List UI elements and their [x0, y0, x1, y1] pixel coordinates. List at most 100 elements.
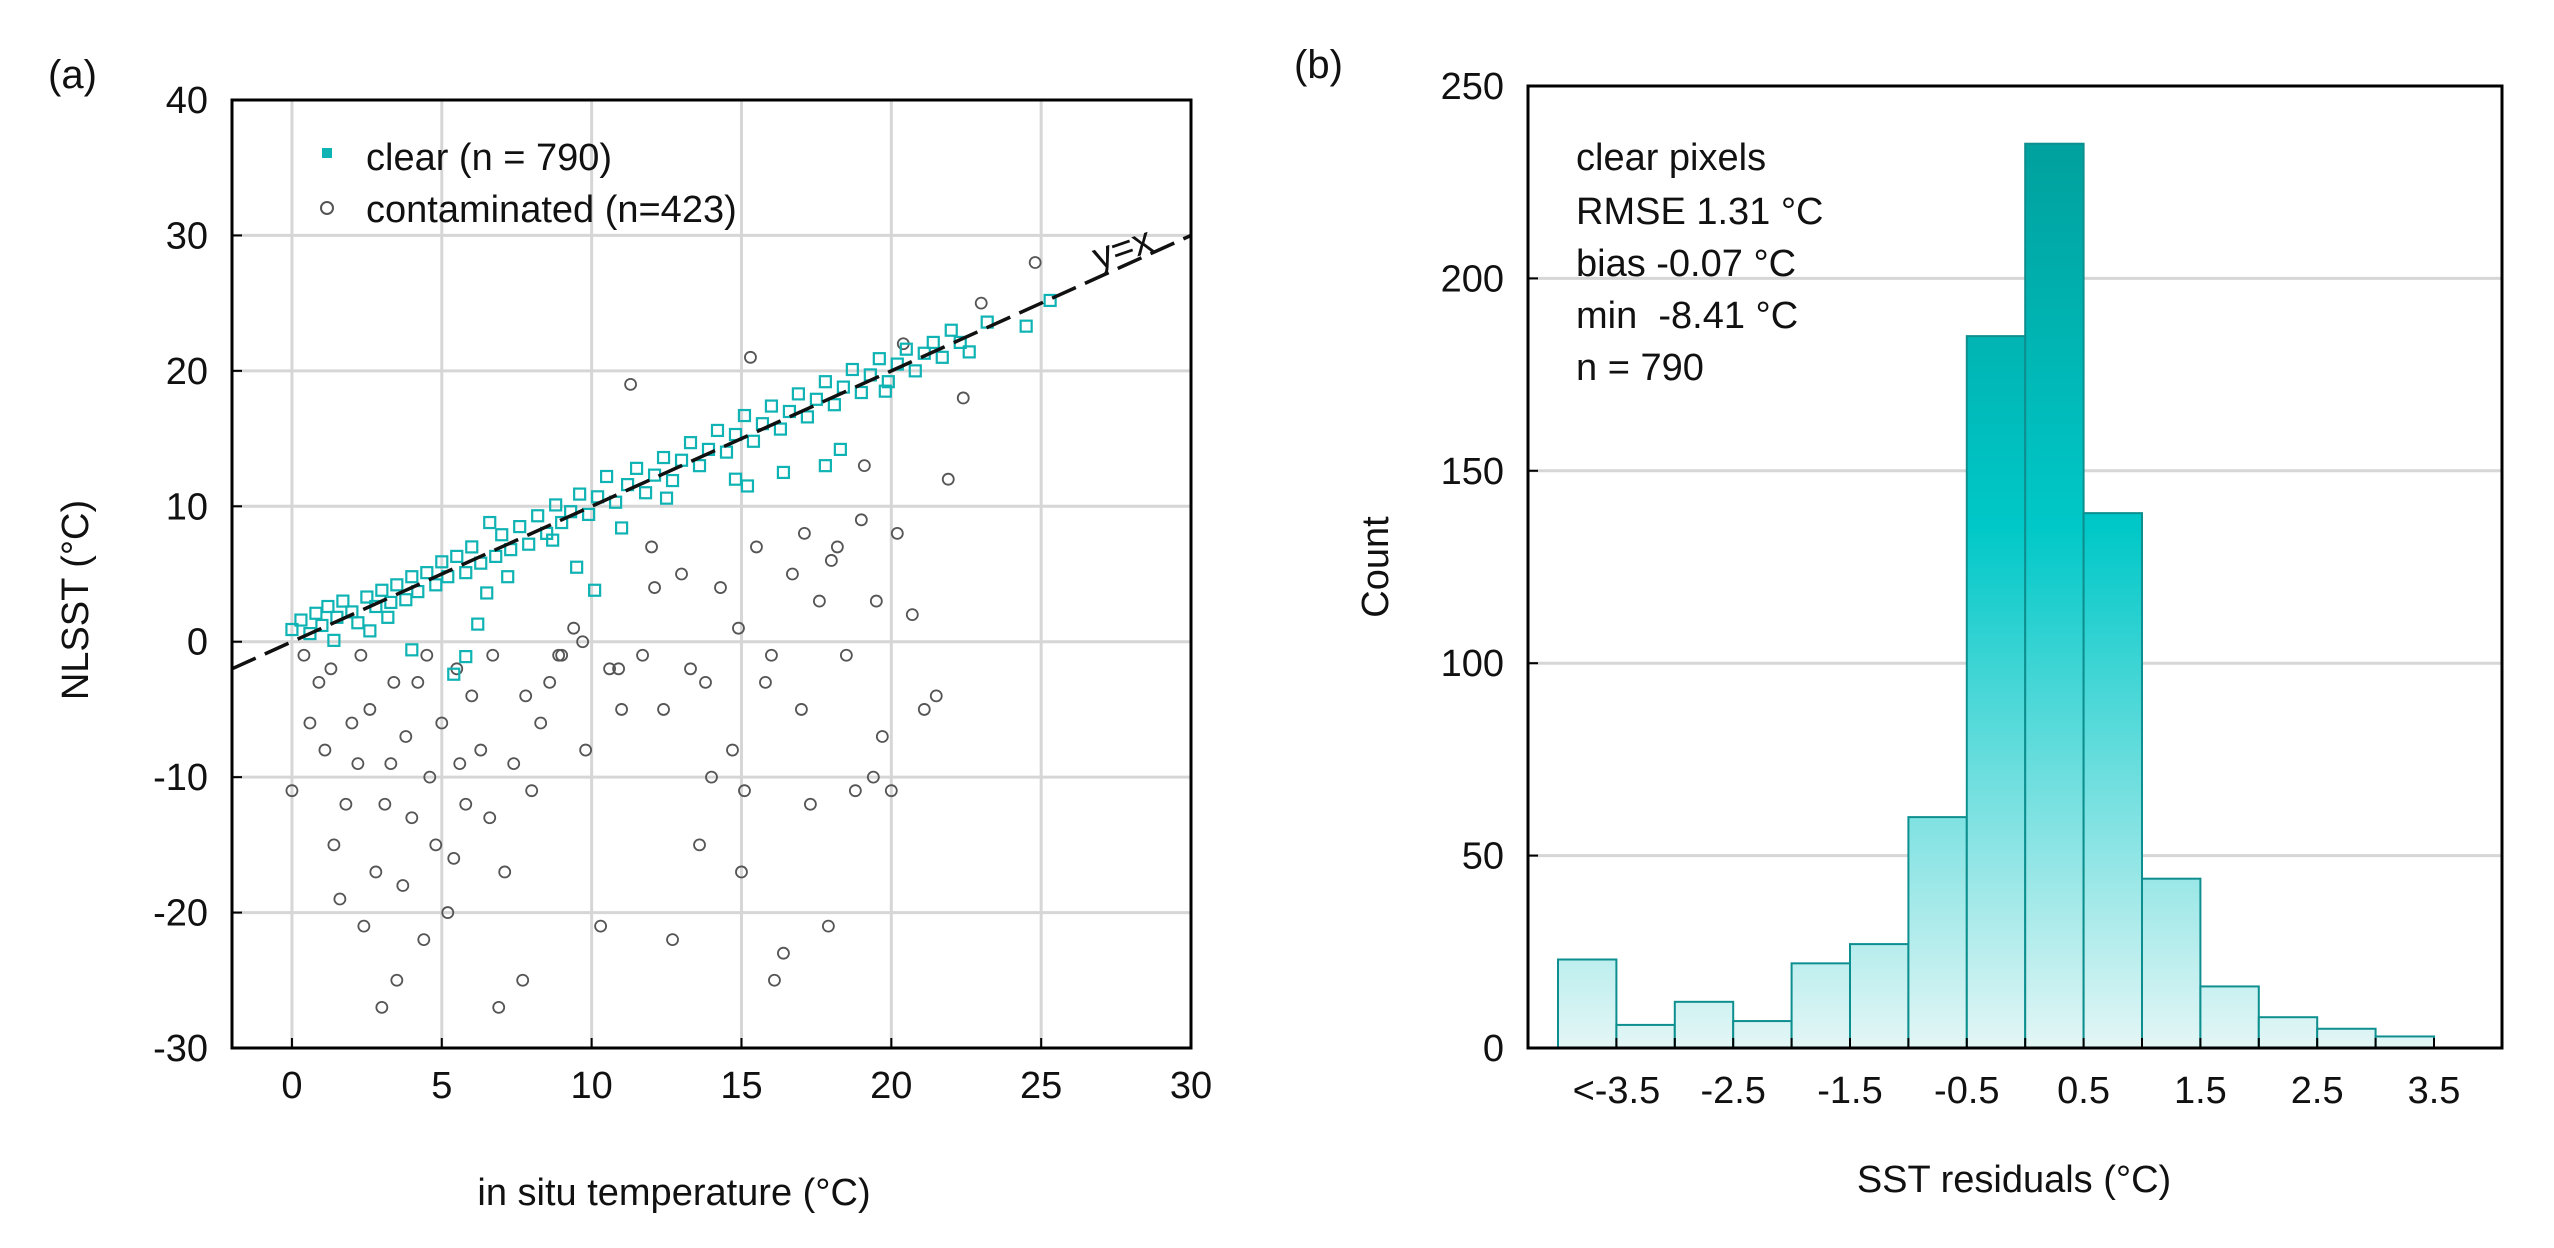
- histogram-bar: [2082, 512, 2144, 1049]
- histogram-bar: [2374, 1035, 2436, 1050]
- contaminated-point: [848, 784, 862, 798]
- contaminated-point: [519, 689, 533, 703]
- clear-points: [285, 293, 1057, 681]
- legend-contaminated-marker: [320, 201, 334, 215]
- contaminated-point: [423, 770, 437, 784]
- clear-point: [465, 540, 479, 554]
- histogram-bar: [1732, 1020, 1793, 1050]
- scatter-y-tick-label: -10: [153, 757, 208, 799]
- contaminated-point: [726, 743, 739, 757]
- contaminated-point: [312, 675, 326, 689]
- clear-point: [827, 398, 841, 412]
- contaminated-point: [768, 973, 781, 987]
- histogram-bars: [1557, 142, 2436, 1050]
- clear-point: [381, 610, 395, 624]
- contaminated-point: [375, 1000, 389, 1014]
- contaminated-point: [956, 391, 970, 405]
- contaminated-point: [777, 946, 790, 960]
- contaminated-point: [357, 919, 371, 933]
- histogram-y-ticks: 0 50 100 150 200 250: [1441, 66, 1538, 1070]
- clear-point: [549, 498, 563, 512]
- contaminated-point: [693, 838, 706, 852]
- clear-point: [450, 549, 464, 563]
- clear-point: [935, 350, 949, 364]
- clear-point: [899, 342, 913, 356]
- scatter-x-tick-label: 30: [1170, 1065, 1212, 1107]
- scatter-y-tick-label: 0: [187, 622, 208, 664]
- contaminated-point: [929, 689, 943, 703]
- contaminated-point: [525, 784, 539, 798]
- clear-point: [881, 375, 895, 389]
- scatter-y-tick-label: 10: [166, 486, 208, 528]
- contaminated-point: [498, 865, 512, 879]
- contaminated-point: [387, 675, 401, 689]
- contaminated-point: [441, 906, 455, 919]
- clear-point: [600, 469, 614, 484]
- clear-point: [420, 566, 434, 580]
- contaminated-point: [384, 757, 398, 770]
- legend-clear-marker: [322, 148, 332, 158]
- contaminated-point: [684, 662, 697, 676]
- clear-point: [399, 593, 413, 607]
- clear-point: [555, 515, 569, 530]
- histogram-x-tick-label: -0.5: [1934, 1070, 1999, 1112]
- contaminated-point: [435, 716, 449, 730]
- clear-point: [818, 375, 832, 389]
- clear-point: [327, 633, 341, 647]
- clear-point: [405, 643, 419, 657]
- clear-point: [659, 491, 674, 505]
- contaminated-point: [285, 784, 299, 798]
- scatter-x-tick-label: 0: [281, 1065, 302, 1107]
- clear-point: [336, 594, 350, 608]
- scatter-y-axis-label: NLSST (°C): [55, 500, 97, 700]
- contaminated-point: [576, 635, 590, 649]
- clear-point: [656, 450, 671, 465]
- contaminated-point: [378, 797, 392, 811]
- contaminated-point: [405, 811, 419, 825]
- clear-point: [573, 487, 587, 501]
- contaminated-point: [354, 648, 368, 662]
- clear-point: [501, 570, 515, 584]
- contaminated-point: [675, 567, 688, 581]
- contaminated-point: [474, 743, 488, 757]
- scatter-gridlines: [232, 100, 1191, 1048]
- histogram-panel: (b) 0 50 100 150 200 250 <-3.5 -2.5 -1.5 -0.5 0.5…: [1294, 43, 2504, 1201]
- contaminated-point: [821, 919, 835, 933]
- contaminated-point: [318, 743, 332, 757]
- clear-point: [629, 461, 644, 475]
- histogram-bar: [2141, 877, 2202, 1049]
- contaminated-point: [339, 797, 353, 811]
- contaminated-point: [615, 703, 628, 716]
- contaminated-point: [735, 865, 748, 879]
- contaminated-point: [396, 879, 410, 892]
- stats-line-bias: bias -0.07 °C: [1576, 243, 1796, 285]
- histogram-plot-frame: [1526, 84, 2504, 1050]
- clear-point: [773, 422, 788, 436]
- clear-point: [480, 586, 494, 600]
- histogram-bar: [1849, 943, 1910, 1049]
- clear-point: [845, 362, 859, 377]
- contaminated-point: [420, 648, 434, 662]
- contaminated-point: [465, 689, 479, 703]
- clear-point: [800, 410, 815, 424]
- clear-point: [375, 583, 389, 597]
- scatter-x-tick-label: 15: [720, 1065, 762, 1107]
- scatter-x-tick-label: 5: [431, 1065, 452, 1107]
- contaminated-point: [714, 581, 727, 594]
- contaminated-point: [363, 703, 377, 716]
- contaminated-point: [750, 540, 763, 554]
- clear-point: [782, 404, 797, 419]
- scatter-y-tick-label: 20: [166, 351, 208, 393]
- contaminated-point: [869, 594, 883, 608]
- contaminated-point: [830, 540, 844, 554]
- contaminated-point: [636, 648, 649, 662]
- histogram-bar: [1615, 1023, 1676, 1049]
- histogram-bar: [2257, 1016, 2319, 1050]
- legend-contaminated-label: contaminated (n=423): [366, 189, 737, 231]
- clear-point: [872, 352, 886, 366]
- histogram-x-tick-label: -1.5: [1817, 1070, 1882, 1112]
- contaminated-points: [285, 256, 1042, 1014]
- contaminated-point: [974, 296, 988, 310]
- histogram-y-axis-label: Count: [1355, 516, 1397, 618]
